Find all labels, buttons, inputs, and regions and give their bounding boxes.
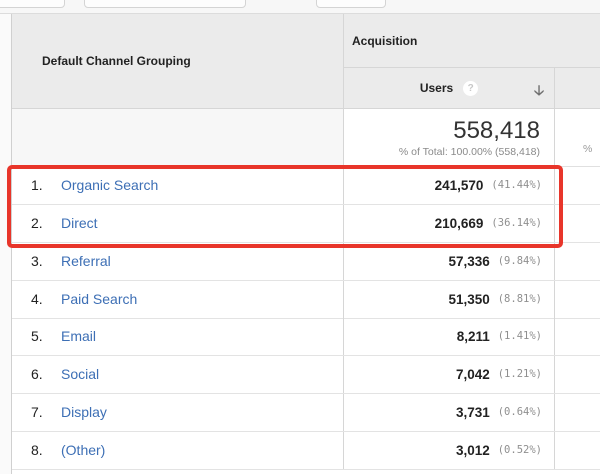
channel-link[interactable]: Display (61, 404, 107, 421)
table-row: 2. Direct 210,669 (36.14%) (12, 205, 600, 243)
table-row: 8. (Other) 3,012 (0.52%) (12, 432, 600, 470)
table-row: 5. Email 8,211 (1.41%) (12, 318, 600, 356)
users-percent: (0.52%) (497, 444, 542, 457)
toolbar-button[interactable] (316, 0, 386, 8)
users-value: 210,669 (434, 215, 484, 231)
users-total-value: 558,418 (453, 117, 540, 144)
users-value: 51,350 (448, 291, 490, 307)
sort-descending-icon[interactable]: 🡣 (533, 82, 544, 98)
channel-link[interactable]: Paid Search (61, 291, 138, 308)
users-total-subtext: % of Total: 100.00% (558,418) (398, 146, 540, 158)
users-percent: (9.84%) (497, 255, 542, 268)
users-column-header[interactable]: Users ? 🡣 (344, 68, 555, 109)
row-rank: 8. (31, 442, 43, 459)
users-percent: (41.44%) (491, 179, 542, 192)
table-row: 6. Social 7,042 (1.21%) (12, 356, 600, 394)
totals-dimension-cell (12, 109, 344, 167)
help-icon[interactable]: ? (463, 80, 479, 96)
users-percent: (1.41%) (497, 330, 542, 343)
row-rank: 6. (31, 366, 43, 383)
table-row: 3. Referral 57,336 (9.84%) (12, 243, 600, 281)
channel-link[interactable]: (Other) (61, 442, 106, 459)
toolbar-control[interactable] (0, 0, 65, 8)
dimension-header-label: Default Channel Grouping (42, 54, 191, 68)
dimension-column-header: Default Channel Grouping (12, 14, 344, 109)
row-selector-rail (0, 14, 12, 474)
row-rank: 2. (31, 215, 43, 232)
table-row: 1. Organic Search 241,570 (41.44%) (12, 167, 600, 205)
users-value: 241,570 (434, 177, 484, 193)
row-rank: 7. (31, 404, 43, 421)
channel-link[interactable]: Referral (61, 253, 111, 270)
users-value: 3,012 (455, 442, 490, 458)
acquisition-group-header: Acquisition (344, 14, 600, 68)
next-column-total-partial: % (555, 109, 600, 167)
users-value: 8,211 (456, 328, 490, 344)
channel-link[interactable]: Direct (61, 215, 98, 232)
users-value: 3,731 (455, 404, 490, 420)
users-total-cell: 558,418 % of Total: 100.00% (558,418) (344, 109, 555, 167)
row-rank: 4. (31, 291, 43, 308)
users-value: 7,042 (455, 366, 490, 382)
channel-link[interactable]: Organic Search (61, 177, 159, 194)
table-row: 4. Paid Search 51,350 (8.81%) (12, 281, 600, 319)
next-column-header[interactable] (555, 68, 600, 109)
row-rank: 1. (31, 177, 43, 194)
row-rank: 3. (31, 253, 43, 270)
users-percent: (8.81%) (497, 293, 542, 306)
users-percent: (36.14%) (491, 217, 542, 230)
users-percent: (0.64%) (497, 406, 542, 419)
top-toolbar (0, 0, 600, 14)
acquisition-header-label: Acquisition (352, 33, 418, 48)
table-row: 7. Display 3,731 (0.64%) (12, 394, 600, 432)
users-header-label: Users (419, 81, 454, 95)
toolbar-search-field[interactable] (84, 0, 246, 8)
channel-link[interactable]: Email (61, 328, 97, 345)
row-rank: 5. (31, 328, 43, 345)
users-percent: (1.21%) (497, 368, 542, 381)
channel-link[interactable]: Social (61, 366, 100, 383)
users-value: 57,336 (448, 253, 490, 269)
